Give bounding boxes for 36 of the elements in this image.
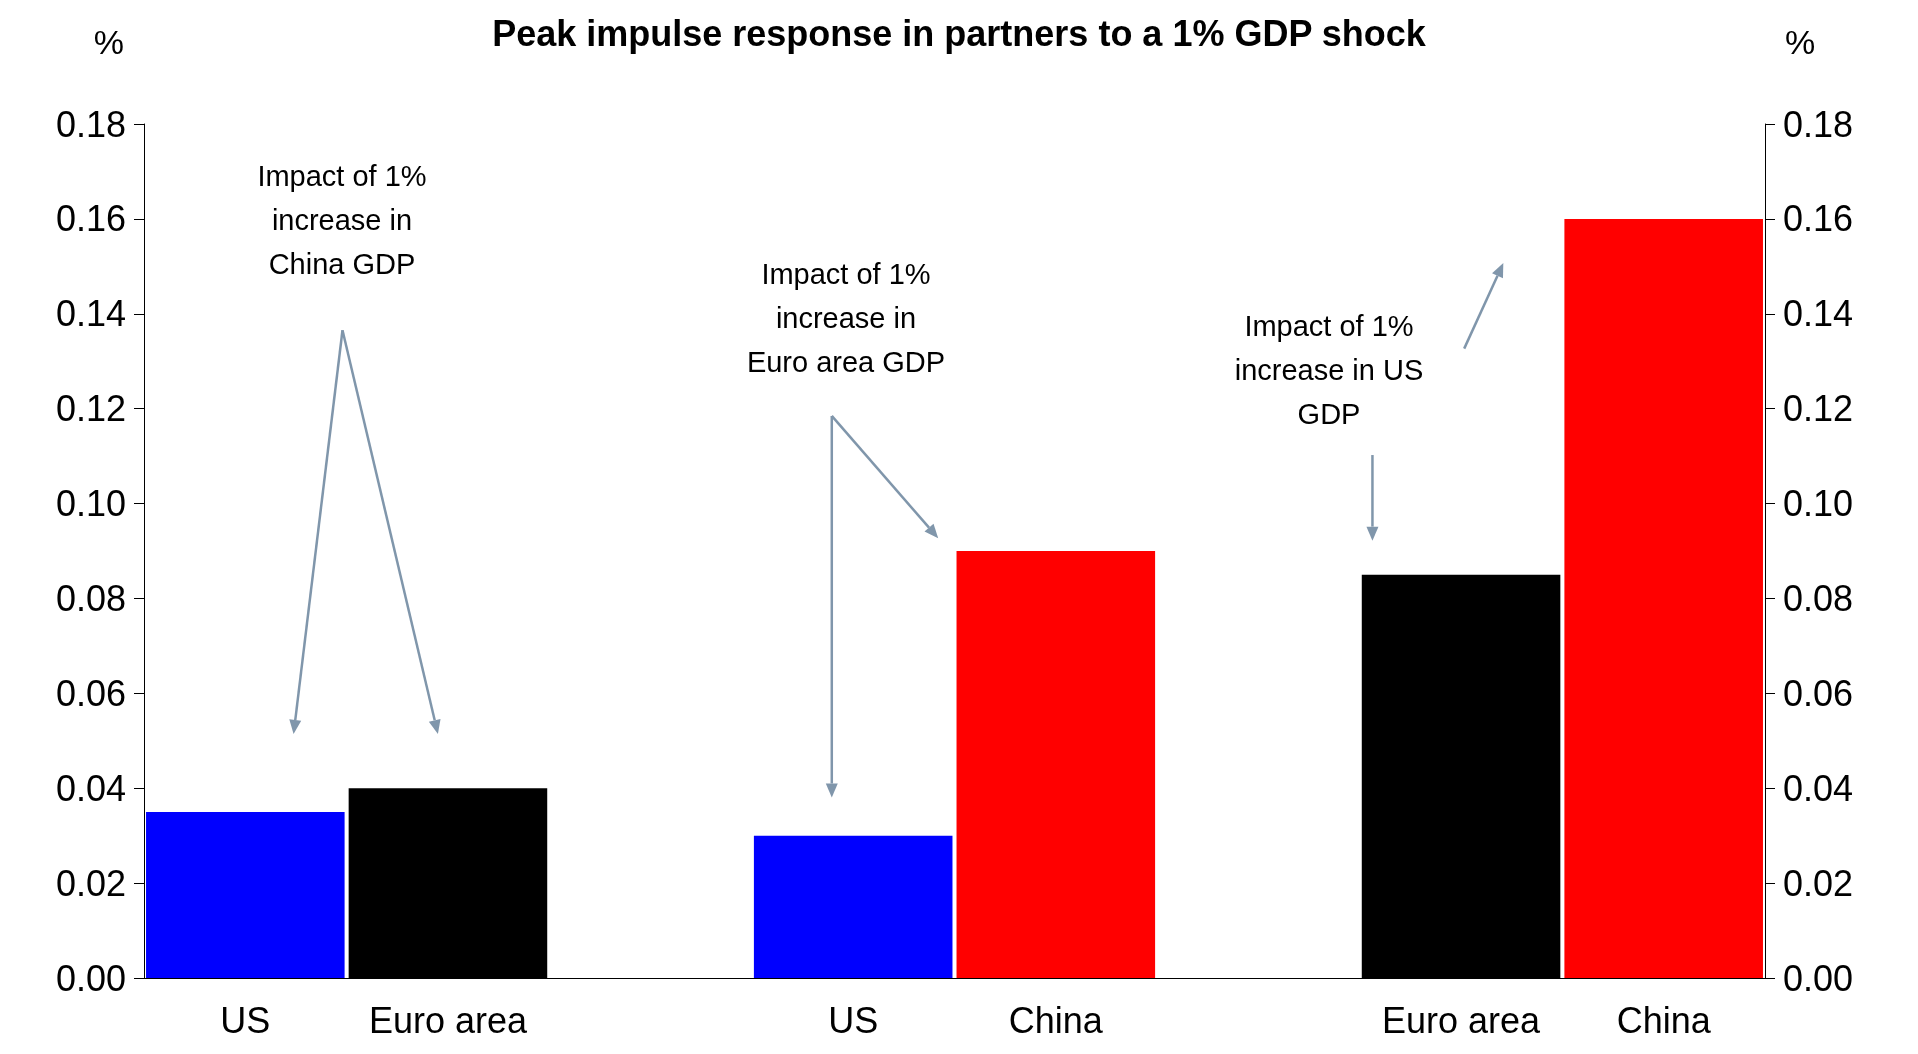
y-tick-label: 0.08	[55, 577, 126, 619]
bar	[753, 835, 953, 978]
y2-tick-label: 0.18	[1783, 103, 1854, 145]
x-tick-label: Euro area	[1382, 999, 1542, 1041]
y2-axis-title: %	[1785, 23, 1816, 61]
y2-tick-label: 0.06	[1783, 672, 1854, 714]
y-tick-label: 0.02	[55, 862, 126, 904]
x-tick-label: US	[828, 999, 879, 1041]
y2-tick-label: 0.08	[1783, 577, 1854, 619]
annotation: Impact of 1% increase in China GDP	[257, 160, 427, 280]
y2-tick-label: 0.12	[1783, 388, 1854, 430]
y-tick-label: 0.06	[55, 672, 126, 714]
y2-tick-label: 0.02	[1783, 862, 1854, 904]
y2-tick-label: 0.16	[1783, 198, 1854, 240]
x-tick-label: US	[220, 999, 271, 1041]
y2-tick-label: 0.14	[1783, 293, 1854, 335]
bar	[956, 551, 1156, 978]
y-tick-label: 0.12	[55, 388, 126, 430]
y2-tick-label: 0.10	[1783, 483, 1854, 525]
y2-tick-label: 0.00	[1783, 957, 1854, 999]
y-tick-label: 0.14	[55, 293, 126, 335]
annotation: Impact of 1% increase in US GDP	[1234, 310, 1424, 430]
y-tick-label: 0.16	[55, 198, 126, 240]
y2-tick-label: 0.04	[1783, 767, 1854, 809]
annotation: Impact of 1% increase in Euro area GDP	[746, 258, 946, 378]
bar	[146, 811, 345, 978]
y-tick-label: 0.00	[55, 957, 126, 999]
y-tick-label: 0.18	[55, 103, 126, 145]
y-axis-title: %	[93, 23, 124, 61]
y-tick-label: 0.04	[55, 767, 126, 809]
x-tick-label: China	[1008, 999, 1104, 1041]
bar	[1564, 218, 1763, 978]
x-tick-label: Euro area	[368, 999, 528, 1041]
chart-title: Peak impulse response in partners to a 1% GDP shock	[492, 12, 1427, 54]
x-tick-label: China	[1616, 999, 1712, 1041]
y-tick-label: 0.10	[55, 483, 126, 525]
